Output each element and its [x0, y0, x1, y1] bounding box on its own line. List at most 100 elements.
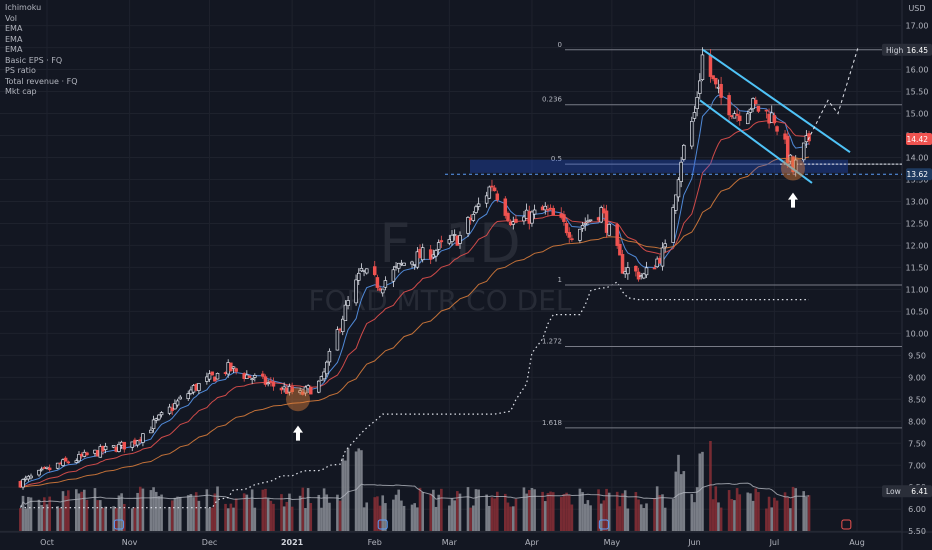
volume-bar	[282, 506, 286, 531]
channel-upper-line	[702, 48, 851, 154]
volume-bar	[773, 497, 776, 531]
candle-body	[434, 250, 438, 257]
candle-body	[735, 113, 739, 116]
candle-body	[21, 479, 25, 488]
candle-body	[210, 371, 214, 376]
candle-body	[85, 452, 89, 456]
legend-item[interactable]: EMA	[5, 24, 23, 33]
candle-body	[764, 109, 769, 112]
volume-bar	[440, 488, 443, 531]
y-tick-label: 12.00	[906, 241, 929, 250]
volume-bar	[527, 490, 531, 531]
volume-bar	[767, 496, 771, 531]
y-tick-label: 15.00	[906, 110, 929, 119]
candle-body	[663, 243, 667, 248]
volume-bar	[453, 500, 456, 531]
candle-body	[676, 179, 681, 198]
y-tick-label: 9.50	[908, 351, 926, 360]
volume-bar	[786, 497, 790, 531]
candle-body	[396, 262, 401, 269]
volume-bar	[567, 495, 571, 531]
y-tick-label: 7.50	[908, 439, 926, 448]
trend-drawings[interactable]	[286, 47, 859, 441]
fib-level-label: 1	[558, 276, 562, 284]
legend-item[interactable]: Mkt cap	[5, 87, 37, 96]
candle-body	[135, 440, 140, 446]
candle-body	[157, 414, 161, 420]
legend-item[interactable]: Vol	[5, 13, 17, 23]
support-zone[interactable]	[445, 159, 902, 175]
volume-bar	[605, 488, 608, 531]
candle-body	[356, 272, 361, 281]
legend-item[interactable]: Ichimoku	[5, 3, 42, 12]
volume-bar	[61, 491, 65, 531]
candle-body	[692, 112, 697, 119]
volume-average-line	[19, 482, 810, 509]
candle-body	[719, 83, 723, 98]
candle-body	[543, 205, 548, 211]
volume-bar	[194, 492, 198, 531]
y-tick-label: 10.00	[906, 329, 929, 338]
volume-bar	[448, 505, 451, 531]
time-axis[interactable]: Oct Nov Dec 2021 Feb Mar Apr May Jun Jul Aug	[40, 538, 865, 547]
volume-bar	[509, 506, 512, 531]
volume-bar	[581, 492, 584, 531]
volume-bar	[623, 490, 627, 531]
volume-bar	[186, 495, 190, 531]
candle-body	[753, 99, 758, 104]
volume-bar	[663, 507, 667, 531]
candle-body	[801, 142, 806, 161]
earnings-icon	[377, 519, 388, 530]
volume-bar	[698, 453, 702, 531]
support-zone-rect	[470, 159, 848, 173]
candle-body	[756, 105, 761, 112]
candle-body	[682, 144, 686, 160]
volume-bar	[562, 494, 566, 531]
volume-bar	[503, 493, 507, 531]
volume-bar	[354, 451, 358, 531]
volume-bar	[205, 489, 209, 531]
volume-bar	[269, 500, 273, 531]
candle-body	[746, 113, 750, 125]
projection-path	[807, 47, 859, 141]
legend-item[interactable]: Total revenue · FQ	[5, 76, 78, 86]
x-tick-label: Apr	[525, 538, 540, 547]
up-arrow-icon	[293, 425, 303, 441]
candle-body	[484, 195, 489, 204]
volume-bar	[410, 504, 414, 531]
volume-bar	[229, 503, 233, 531]
volume-bar	[717, 502, 720, 531]
highlight-circle	[286, 387, 310, 412]
candle-body	[231, 366, 236, 369]
volume-bar	[130, 508, 134, 531]
volume-bar	[727, 490, 731, 531]
legend-item[interactable]: EMA	[5, 45, 23, 54]
volume-bar	[807, 495, 811, 531]
candle-body	[317, 380, 321, 393]
volume-bar	[746, 492, 750, 531]
candle-body	[269, 380, 273, 383]
highlight-circle	[781, 156, 805, 181]
candle-body	[159, 412, 164, 416]
volume-bar	[432, 489, 435, 531]
x-tick-label: Jul	[769, 538, 780, 547]
candle-body	[359, 268, 364, 272]
price-axis[interactable]: USD 17.0016.5016.0015.5015.0014.5014.001…	[906, 4, 929, 536]
volume-bar	[37, 499, 41, 531]
volume-bar	[466, 487, 470, 531]
volume-bar	[469, 507, 472, 531]
volume-bar	[336, 494, 339, 531]
volume-bar	[549, 491, 552, 531]
volume-bar	[328, 502, 331, 531]
candle-body	[490, 185, 494, 188]
volume-bar	[714, 486, 718, 531]
ema-line	[20, 156, 810, 488]
x-tick-label: 2021	[281, 538, 304, 547]
legend-item[interactable]: PS ratio	[5, 66, 36, 75]
legend-item[interactable]: Basic EPS · FQ	[5, 55, 63, 65]
volume-bar	[730, 499, 734, 531]
volume-bar	[141, 488, 145, 531]
legend-item[interactable]: EMA	[5, 34, 23, 44]
candle-body	[514, 218, 518, 223]
